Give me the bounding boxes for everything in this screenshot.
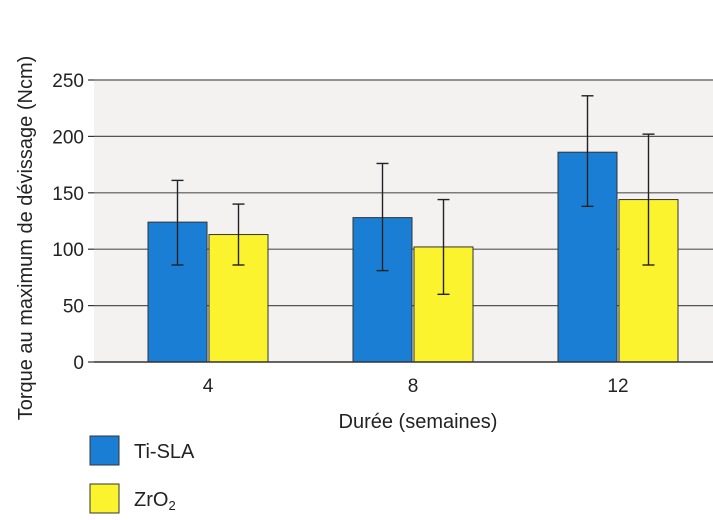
y-tick-label-0: 0 bbox=[73, 353, 84, 374]
legend-swatch-ti-sla bbox=[89, 435, 120, 466]
legend-label-ti-sla: Ti-SLA bbox=[134, 441, 195, 463]
y-axis-title: Torque au maximum de dévissage (Ncm) bbox=[15, 56, 37, 421]
legend-item-ti-sla: Ti-SLA bbox=[89, 435, 195, 466]
y-tick-labels: 0 50 100 150 200 250 bbox=[52, 71, 84, 374]
x-axis-title: Durée (semaines) bbox=[339, 411, 498, 433]
legend: Ti-SLA ZrO2 bbox=[89, 435, 195, 514]
x-tick-label-8: 8 bbox=[408, 376, 419, 397]
x-tick-label-4: 4 bbox=[203, 376, 214, 397]
y-tick-label-50: 50 bbox=[63, 297, 84, 318]
legend-label-zro2-subscript: 2 bbox=[168, 498, 175, 513]
y-tick-label-200: 200 bbox=[52, 127, 84, 148]
x-tick-label-12: 12 bbox=[607, 376, 628, 397]
error-bars bbox=[171, 95, 655, 296]
legend-label-zro2: ZrO2 bbox=[134, 489, 176, 513]
legend-item-zro2: ZrO2 bbox=[89, 483, 176, 514]
y-tick-label-250: 250 bbox=[52, 71, 84, 92]
y-tick-label-150: 150 bbox=[52, 184, 84, 205]
legend-label-zro2-text: ZrO bbox=[134, 489, 168, 511]
legend-swatch-zro2 bbox=[89, 483, 120, 514]
x-tick-labels: 4 8 12 bbox=[203, 376, 629, 397]
y-tick-label-100: 100 bbox=[52, 240, 84, 261]
